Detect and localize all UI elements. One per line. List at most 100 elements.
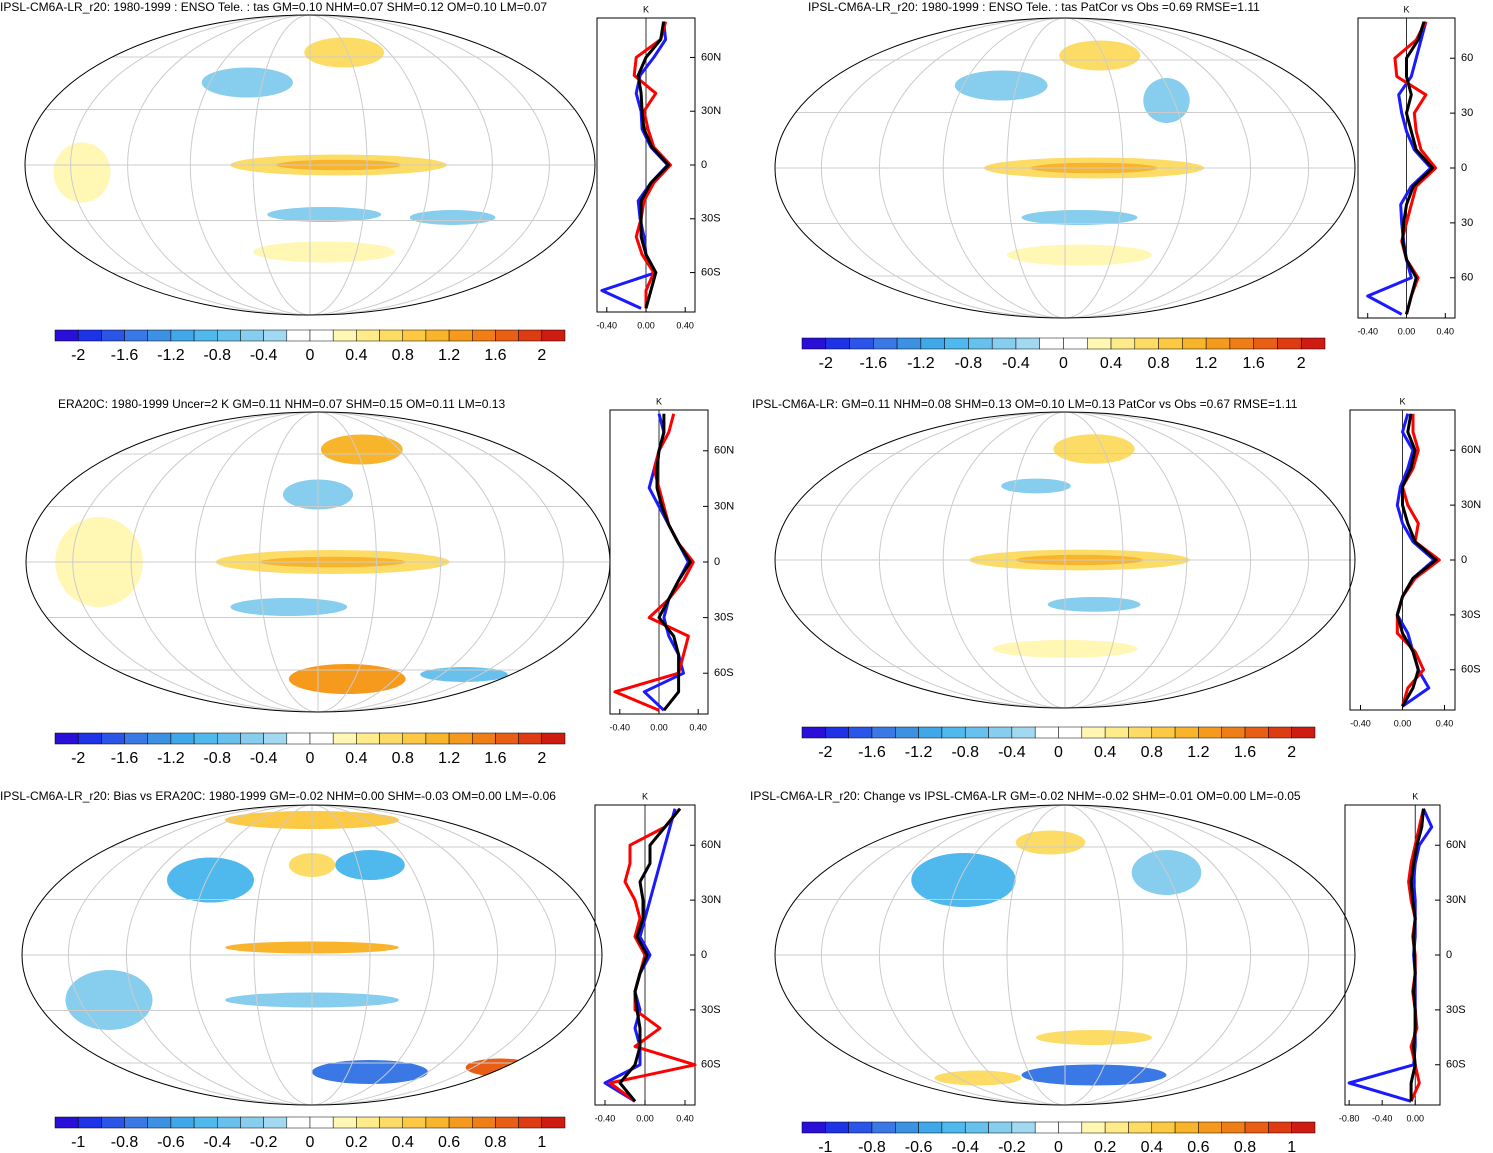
colorbar-box — [991, 337, 1017, 350]
anomaly-region — [288, 664, 406, 694]
colorbar-box — [1081, 726, 1106, 739]
colorbar-box — [941, 1121, 966, 1134]
colorbar-box — [425, 732, 450, 745]
x-tick-label: 0.40 — [1436, 718, 1454, 728]
colorbar-tick-label: -2 — [71, 347, 85, 364]
unit-label: K — [1403, 4, 1409, 14]
colorbar-box — [896, 337, 922, 350]
y-tick-label: 60 — [1461, 52, 1473, 64]
colorbar-box — [848, 726, 873, 739]
y-tick-label: 60S — [1446, 1059, 1466, 1071]
colorbar-box — [518, 1116, 543, 1129]
map-border — [24, 14, 596, 316]
colorbar-box — [147, 732, 172, 745]
y-tick-label: 30N — [701, 894, 721, 906]
y-tick-label: 30S — [714, 612, 734, 624]
panel-title: ERA20C: 1980-1999 Uncer=2 K GM=0.11 NHM=… — [58, 397, 505, 411]
y-tick-label: 60S — [714, 667, 734, 679]
colorbar-tick-label: 0.8 — [392, 347, 414, 364]
colorbar-tick-label: 1.2 — [1187, 744, 1209, 761]
zonal-line — [613, 413, 695, 712]
colorbar-tick-label: -1.6 — [111, 750, 139, 767]
colorbar-tick-label: 0 — [306, 347, 315, 364]
colorbar-box — [286, 1116, 311, 1129]
y-tick-label: 0 — [1446, 949, 1452, 961]
colorbar-box — [170, 732, 195, 745]
colorbar-box — [217, 732, 241, 745]
zonal-line — [1395, 413, 1438, 708]
panel: IPSL-CM6A-LR_r20: 1980-1999 : ENSO Tele.… — [0, 0, 721, 364]
anomaly-region — [954, 70, 1048, 101]
colorbar-box — [1039, 337, 1064, 350]
colorbar-box — [240, 732, 264, 745]
y-tick-label: 30N — [1461, 499, 1481, 511]
colorbar-box — [286, 329, 311, 342]
y-tick-label: 60S — [701, 1059, 721, 1071]
y-tick-label: 30S — [1461, 609, 1481, 621]
colorbar-box — [941, 726, 966, 739]
colorbar-tick-label: -0.8 — [951, 744, 979, 761]
colorbar-tick-label: 0.4 — [345, 750, 367, 767]
anomaly-region — [1059, 40, 1141, 71]
colorbar-tick-label: 1.6 — [484, 347, 506, 364]
colorbar-box — [918, 1121, 943, 1134]
colorbar-box — [848, 1121, 873, 1134]
colorbar-box — [1128, 1121, 1153, 1134]
colorbar-tick-label: 0 — [306, 1134, 315, 1151]
colorbar-box — [988, 1121, 1013, 1134]
colorbar-tick-label: 1.2 — [438, 347, 460, 364]
colorbar-tick-label: -1.2 — [905, 744, 933, 761]
colorbar-box — [101, 1116, 125, 1129]
colorbar-box — [1291, 1121, 1316, 1134]
colorbar-box — [425, 329, 450, 342]
colorbar-box — [332, 732, 357, 745]
colorbar-box — [193, 732, 218, 745]
anomaly-region — [1015, 830, 1086, 855]
colorbar-box — [518, 329, 543, 342]
zonal-line — [636, 21, 670, 309]
colorbar-box — [1034, 1121, 1059, 1134]
x-tick-label: -0.40 — [595, 1113, 616, 1123]
colorbar-tick-label: 0.2 — [1094, 1139, 1116, 1153]
anomaly-region — [320, 434, 403, 465]
y-tick-label: 30S — [1446, 1004, 1466, 1016]
map-field — [25, 15, 595, 315]
anomaly-region — [934, 1070, 1022, 1086]
colorbar-box — [124, 329, 148, 342]
colorbar-box — [101, 732, 125, 745]
colorbar-box — [895, 726, 919, 739]
colorbar-box — [964, 726, 989, 739]
colorbar-box — [101, 329, 125, 342]
colorbar-box — [448, 329, 473, 342]
zonal-line — [618, 807, 682, 1103]
unit-label: K — [1412, 791, 1418, 801]
colorbar-tick-label: 1.6 — [1234, 744, 1256, 761]
colorbar-tick-label: 2 — [1287, 744, 1296, 761]
y-tick-label: 60N — [1461, 444, 1481, 456]
colorbar-box — [1081, 1121, 1106, 1134]
colorbar-tick-label: -0.2 — [250, 1134, 278, 1151]
colorbar-tick-label: -0.4 — [250, 347, 278, 364]
x-tick-label: 0.40 — [676, 320, 694, 330]
panel: ERA20C: 1980-1999 Uncer=2 K GM=0.11 NHM=… — [25, 396, 734, 767]
x-tick-label: -0.40 — [610, 722, 631, 732]
colorbar-box — [54, 329, 79, 342]
colorbar-box — [1174, 726, 1199, 739]
colorbar-tick-label: 1 — [537, 1134, 546, 1151]
colorbar-box — [1268, 1121, 1292, 1134]
colorbar-box — [1198, 726, 1222, 739]
colorbar-box — [1277, 337, 1302, 350]
colorbar-box — [309, 1116, 334, 1129]
colorbar-tick-label: -0.8 — [203, 750, 231, 767]
y-tick-label: 60N — [714, 445, 734, 457]
zonal-line — [603, 808, 677, 1103]
colorbar-box — [495, 732, 519, 745]
colorbar-box — [1058, 726, 1083, 739]
colorbar-tick-label: 0.4 — [1100, 355, 1122, 372]
anomaly-region — [253, 241, 396, 263]
colorbar-box — [1151, 726, 1176, 739]
colorbar-tick-label: -0.8 — [955, 355, 983, 372]
y-tick-label: 0 — [1461, 554, 1467, 566]
map-field — [22, 805, 602, 1105]
